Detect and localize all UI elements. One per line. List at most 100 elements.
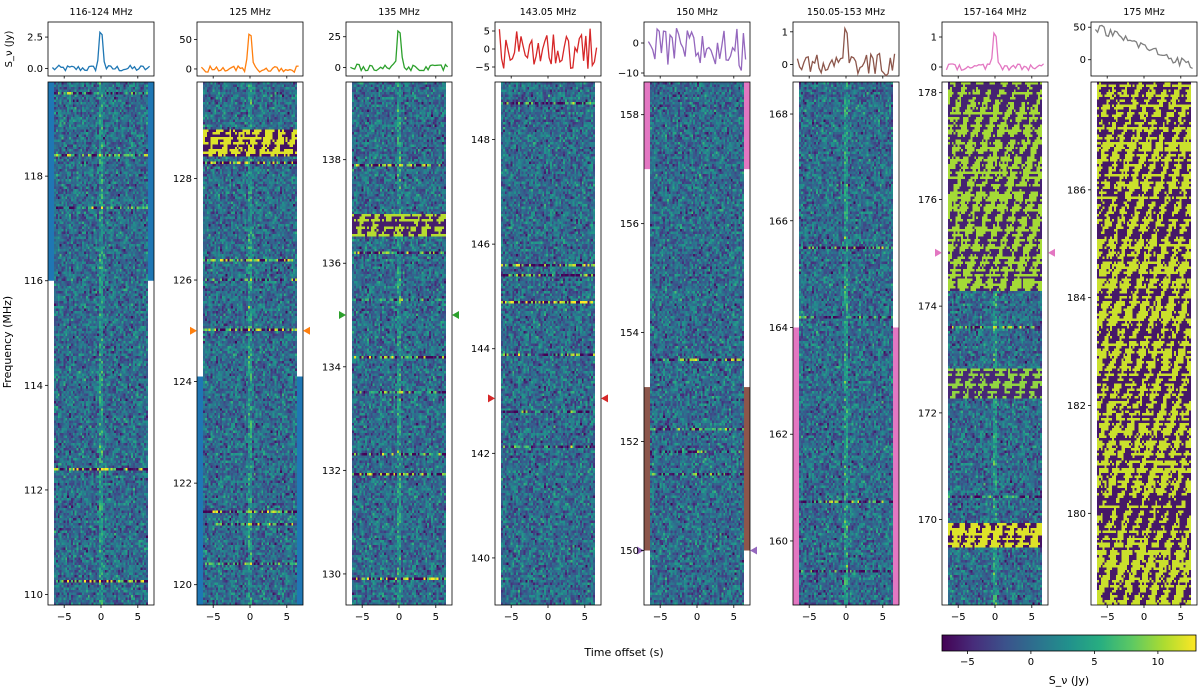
lc-ytick-label: −5 (475, 63, 490, 74)
lc-ytick-label: 0 (782, 60, 788, 71)
ytick-label: 134 (322, 362, 341, 373)
light-curve-line (51, 30, 151, 73)
ytick-label: 180 (1067, 509, 1086, 520)
ytick-label: 166 (769, 216, 788, 227)
colorbar-tick-label: 5 (1091, 657, 1097, 668)
ytick-label: 146 (471, 240, 490, 251)
ytick-label: 160 (769, 536, 788, 547)
spectrum-heatmap (501, 82, 595, 605)
light-curve-line (796, 25, 896, 77)
ytick-label: 164 (769, 323, 788, 334)
ytick-label: 178 (918, 88, 937, 99)
xtick-label: −5 (951, 612, 966, 623)
ytick-label: 142 (471, 449, 490, 460)
panel-title: 157-164 MHz (963, 7, 1026, 18)
light-curve-axes: 0 50 (1073, 21, 1198, 79)
light-curve-line (945, 31, 1045, 72)
frequency-marker-left (935, 248, 942, 257)
xtick-label: −5 (504, 612, 519, 623)
ytick-label: 168 (769, 110, 788, 121)
ytick-label: 138 (322, 155, 341, 166)
dynamic-spectrum: 160 162 164 166 168 −5 0 5 (769, 81, 900, 623)
light-curve-axes: −5 0 5 (475, 21, 602, 79)
ytick-label: 182 (1067, 401, 1086, 412)
ytick-label: 120 (173, 580, 192, 591)
dynamic-spectrum: 170 172 174 176 178 −5 0 5 (918, 81, 1055, 623)
flag-band-right (893, 327, 899, 605)
flag-band-right (297, 376, 303, 605)
lc-ytick-label: 0 (186, 64, 192, 75)
ytick-label: 158 (620, 110, 639, 121)
y-axis-label: Frequency (MHz) (1, 296, 14, 388)
flag-band-left (793, 327, 799, 605)
spectrum-heatmap (948, 82, 1042, 605)
xtick-label: 5 (1029, 612, 1035, 623)
xtick-label: 5 (135, 612, 141, 623)
xtick-label: 5 (284, 612, 290, 623)
light-curve-axes: 01 (931, 21, 1049, 79)
flag-band-left (48, 82, 54, 281)
xtick-label: 0 (396, 612, 402, 623)
light-curve-line (647, 27, 747, 71)
panel: 135 MHz 0 25 130 132 134 136 138 −5 0 5 (322, 7, 459, 623)
ytick-label: 170 (918, 515, 937, 526)
colorbar-tick-label: 0 (1028, 657, 1034, 668)
xtick-label: 5 (1178, 612, 1184, 623)
panel-title: 135 MHz (378, 7, 419, 18)
ytick-label: 110 (24, 590, 43, 601)
flag-band-left (644, 387, 650, 551)
colorbar: −5 0 5 10 S_ν (Jy) (941, 634, 1197, 687)
dynamic-spectrum: 120 122 124 126 128 −5 0 5 (173, 81, 310, 623)
frequency-marker-left (637, 546, 644, 555)
light-curve-line (350, 29, 449, 73)
ytick-label: 128 (173, 174, 192, 185)
flag-band-right (744, 387, 750, 551)
ytick-label: 174 (918, 302, 937, 313)
panel-title: 143.05 MHz (520, 7, 577, 18)
frequency-marker-right (750, 546, 757, 555)
panel: 125 MHz 0 50 120 122 124 126 128 −5 0 5 (173, 7, 310, 623)
light-curve-axes: 0 50 (179, 21, 304, 79)
lc-ytick-label: 25 (328, 32, 341, 43)
spectrum-heatmap (1097, 82, 1191, 605)
light-curve-axes: 0 25 (328, 21, 453, 79)
ytick-label: 162 (769, 430, 788, 441)
panel-title: 175 MHz (1123, 7, 1164, 18)
lc-ytick-label: 0 (335, 63, 341, 74)
xtick-label: −5 (355, 612, 370, 623)
ytick-label: 156 (620, 219, 639, 230)
ytick-label: 114 (24, 381, 43, 392)
light-curve-axes: −10 0 (618, 21, 751, 80)
light-curve-frame (47, 21, 155, 77)
ytick-label: 150 (620, 546, 639, 557)
ytick-label: 112 (24, 485, 43, 496)
dynamic-spectrum: 130 132 134 136 138 −5 0 5 (322, 81, 459, 623)
frequency-marker-left (488, 394, 495, 403)
spectrum-heatmap (54, 82, 148, 605)
ytick-label: 184 (1067, 293, 1086, 304)
frequency-marker-right (601, 394, 608, 403)
lc-ylabel: S_ν (Jy) (4, 31, 15, 68)
xtick-label: 0 (247, 612, 253, 623)
colorbar-gradient (941, 634, 1197, 652)
light-curve-axes: 01 (782, 21, 900, 79)
light-curve-axes: 0.0 2.5 S_ν (Jy) (4, 21, 155, 79)
ytick-label: 130 (322, 569, 341, 580)
xtick-label: 0 (98, 612, 104, 623)
ytick-label: 140 (471, 553, 490, 564)
xtick-label: 0 (992, 612, 998, 623)
light-curve-frame (1090, 21, 1198, 77)
light-curve-line (1094, 24, 1193, 69)
lc-ytick-label: 2.5 (27, 33, 43, 44)
xtick-label: 5 (880, 612, 886, 623)
lc-ytick-label: 5 (484, 27, 490, 38)
lc-ytick-label: −10 (618, 69, 639, 80)
ytick-label: 172 (918, 408, 937, 419)
flag-band-left (644, 82, 650, 170)
ytick-label: 186 (1067, 185, 1086, 196)
ytick-label: 154 (620, 328, 639, 339)
light-curve-line (200, 33, 299, 74)
